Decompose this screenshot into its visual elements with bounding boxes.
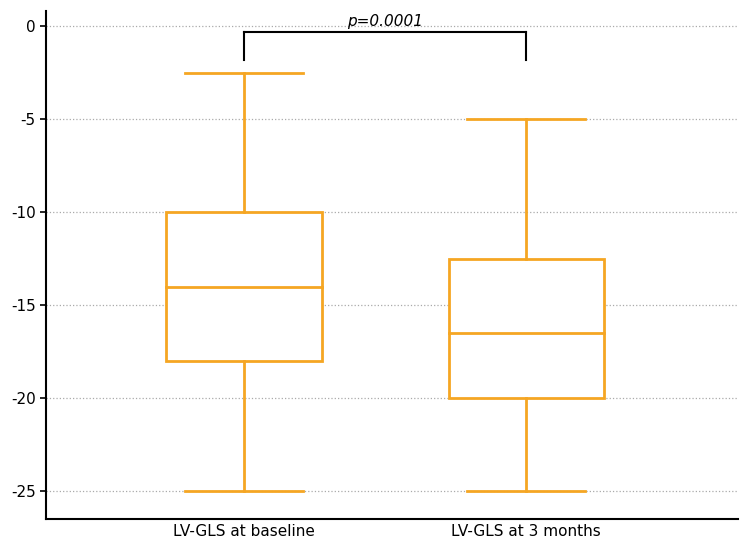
FancyBboxPatch shape <box>166 212 321 361</box>
FancyBboxPatch shape <box>449 258 604 398</box>
Text: p=0.0001: p=0.0001 <box>347 14 423 29</box>
